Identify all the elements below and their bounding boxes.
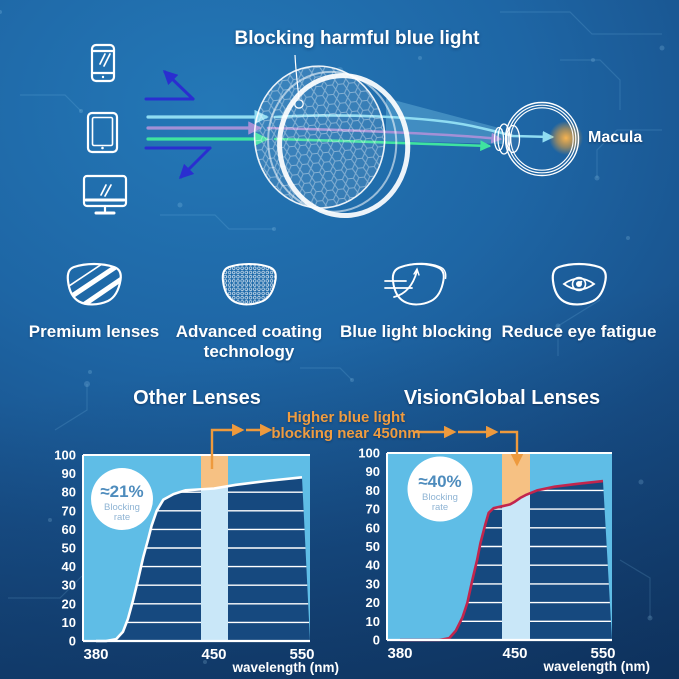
cornea-icon <box>493 126 505 152</box>
annotation-line1: Higher blue light <box>286 409 406 426</box>
lens-leader-line <box>294 54 304 109</box>
smartphone-icon <box>90 43 116 83</box>
y-tick-label: 0 <box>373 633 380 648</box>
eye-lens-icon <box>551 262 607 306</box>
y-tick-label: 20 <box>366 595 380 610</box>
annotation-line2: blocking near 450nm <box>271 425 421 442</box>
blocking-lens-icon <box>384 262 447 306</box>
y-tick-label: 60 <box>62 522 76 537</box>
eye-diagram <box>493 101 583 177</box>
blocking-curve <box>96 476 303 643</box>
feature-label: Advanced coating technology <box>175 322 323 361</box>
blue-light-lens <box>253 65 411 219</box>
chart-title-other: Other Lenses <box>133 387 261 409</box>
incoming-rays <box>146 109 269 146</box>
y-tick-label: 10 <box>366 614 380 629</box>
chart-title-visionglobal: VisionGlobal Lenses <box>403 387 601 409</box>
badge-label: rate <box>432 502 448 513</box>
y-tick-label: 10 <box>62 615 76 630</box>
blocking-rate-badge <box>91 468 153 530</box>
y-tick-label: 20 <box>62 596 76 611</box>
monitor-icon <box>82 174 128 215</box>
diagram-title: Blocking harmful blue light <box>234 28 480 49</box>
feature-premium-lenses: Premium lenses <box>12 262 176 342</box>
x-tick-label: 550 <box>590 645 615 662</box>
blocking-curve <box>400 479 604 642</box>
y-tick-label: 80 <box>62 485 76 500</box>
y-tick-label: 60 <box>366 520 380 535</box>
feature-label: Premium lenses <box>28 322 160 341</box>
y-tick-label: 90 <box>366 464 380 479</box>
y-tick-label: 90 <box>62 466 76 481</box>
x-axis-title: wavelength (nm) <box>542 659 650 674</box>
feature-reduce-eye-fatigue: Reduce eye fatigue <box>497 262 661 342</box>
annotation-higher-blocking: Higher blue light blocking near 450nm <box>252 410 440 442</box>
reflected-blue-arrows <box>144 70 212 180</box>
y-tick-label: 30 <box>366 576 380 591</box>
left-annotation-arrow <box>210 423 245 469</box>
x-tick-label: 380 <box>387 645 412 662</box>
coated-lens-icon <box>221 263 277 306</box>
y-tick-label: 0 <box>69 634 76 649</box>
macula-label: Macula <box>588 129 643 146</box>
badge-label: Blocking <box>104 502 140 513</box>
y-tick-label: 70 <box>62 503 76 518</box>
x-axis-title: wavelength (nm) <box>231 660 339 675</box>
badge-value: ≈40% <box>418 472 461 491</box>
x-tick-label: 450 <box>502 645 527 662</box>
striped-lens-icon <box>66 262 122 306</box>
blocking-rate-badge <box>407 456 473 522</box>
feature-advanced-coating: Advanced coating technology <box>167 262 331 362</box>
optics-diagram <box>82 43 583 219</box>
x-tick-label: 450 <box>201 646 226 663</box>
y-tick-label: 70 <box>366 502 380 517</box>
y-tick-label: 50 <box>366 539 380 554</box>
x-tick-label: 550 <box>289 646 314 663</box>
y-tick-label: 100 <box>54 448 76 463</box>
y-tick-label: 50 <box>62 541 76 556</box>
y-tick-label: 80 <box>366 483 380 498</box>
badge-label: rate <box>114 512 130 523</box>
tablet-icon <box>86 111 119 154</box>
feature-label: Reduce eye fatigue <box>501 322 657 341</box>
badge-value: ≈21% <box>100 482 143 501</box>
y-tick-label: 100 <box>358 446 380 461</box>
feature-label: Blue light blocking <box>339 322 493 341</box>
y-tick-label: 40 <box>366 558 380 573</box>
y-tick-label: 30 <box>62 578 76 593</box>
eye-lens-shape <box>505 124 521 154</box>
feature-blue-light-blocking: Blue light blocking <box>334 262 498 342</box>
badge-label: Blocking <box>422 492 458 503</box>
y-tick-label: 40 <box>62 559 76 574</box>
x-tick-label: 380 <box>83 646 108 663</box>
